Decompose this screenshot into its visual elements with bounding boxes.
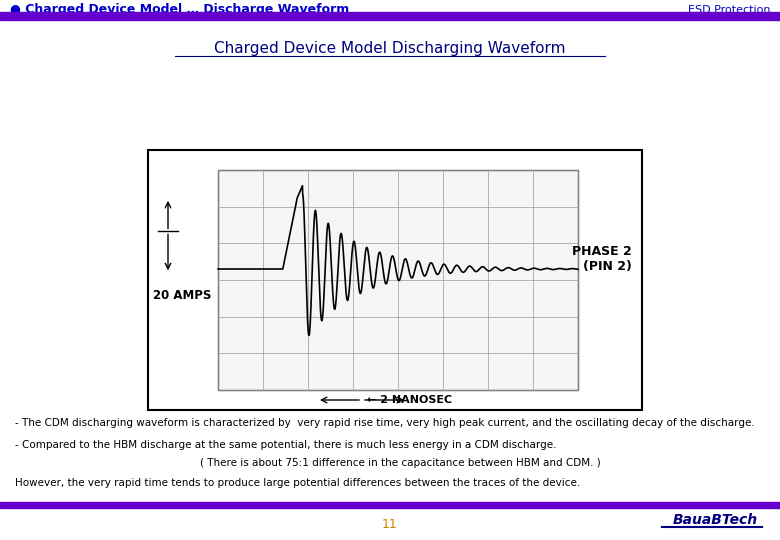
Text: ESD Protection: ESD Protection (687, 5, 770, 15)
Text: PHASE 2
(PIN 2): PHASE 2 (PIN 2) (573, 245, 632, 273)
Text: ← 2 NANOSEC: ← 2 NANOSEC (367, 395, 452, 405)
Text: 11: 11 (382, 517, 398, 530)
Text: 20 AMPS: 20 AMPS (153, 289, 211, 302)
Bar (0, 502, 780, 508)
Text: ● Charged Device Model … Discharge Waveform: ● Charged Device Model … Discharge Wavef… (10, 3, 349, 17)
Bar (218, 170, 578, 390)
Text: BauaBTech: BauaBTech (673, 513, 758, 527)
Bar (148, 150, 642, 410)
Text: - Compared to the HBM discharge at the same potential, there is much less energy: - Compared to the HBM discharge at the s… (15, 440, 556, 450)
Text: However, the very rapid time tends to produce large potential differences betwee: However, the very rapid time tends to pr… (15, 478, 580, 488)
Text: ( There is about 75:1 difference in the capacitance between HBM and CDM. ): ( There is about 75:1 difference in the … (200, 458, 601, 468)
Text: - The CDM discharging waveform is characterized by  very rapid rise time, very h: - The CDM discharging waveform is charac… (15, 418, 755, 428)
Bar (0, 12, 780, 20)
Text: Charged Device Model Discharging Waveform: Charged Device Model Discharging Wavefor… (215, 40, 566, 56)
